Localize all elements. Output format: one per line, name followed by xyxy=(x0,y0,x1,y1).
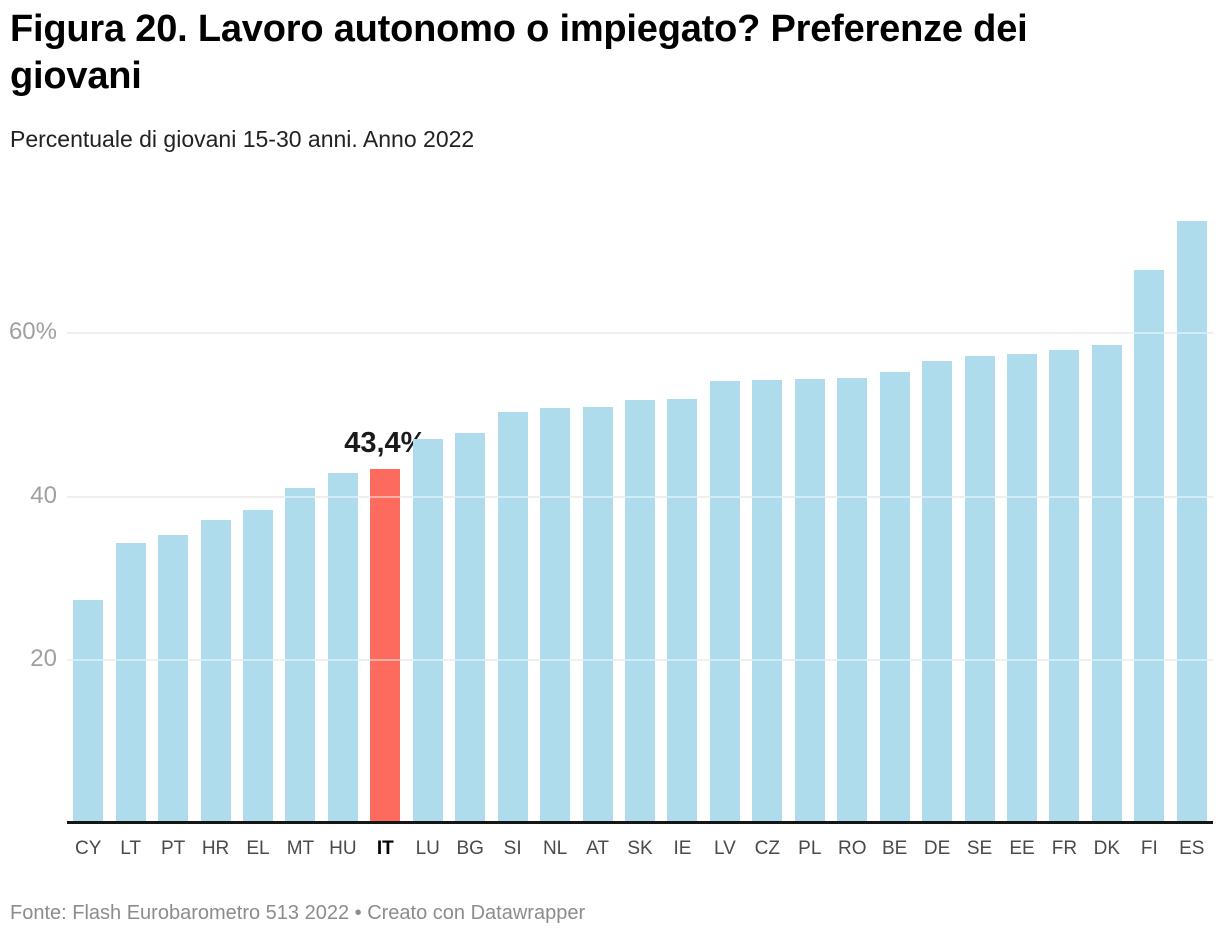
bar-lt[interactable] xyxy=(115,543,146,823)
bar-lv[interactable] xyxy=(709,380,740,823)
bar-hu[interactable] xyxy=(327,472,358,823)
bar-si[interactable] xyxy=(497,412,528,823)
bar-pt[interactable] xyxy=(158,534,189,823)
x-tick-label-fi: FI xyxy=(1140,838,1158,859)
x-tick-label-be: BE xyxy=(881,838,908,859)
x-tick-label-si: SI xyxy=(503,838,522,859)
bar-cz[interactable] xyxy=(752,379,783,823)
bar-pl[interactable] xyxy=(794,378,825,823)
y-tick-label-20: 20 xyxy=(30,644,57,672)
x-tick-label-cz: CZ xyxy=(754,838,780,859)
bar-ee[interactable] xyxy=(1007,353,1037,823)
bar-se[interactable] xyxy=(964,356,995,823)
bar-cy[interactable] xyxy=(73,600,104,823)
x-tick-label-el: EL xyxy=(246,838,270,859)
bar-fi[interactable] xyxy=(1134,269,1165,823)
bar-de[interactable] xyxy=(922,361,953,823)
x-tick-label-at: AT xyxy=(586,838,609,859)
x-tick-label-lu: LU xyxy=(415,838,440,859)
gridline-60 xyxy=(67,332,1213,335)
x-tick-label-pt: PT xyxy=(160,838,186,859)
bar-fr[interactable] xyxy=(1049,349,1080,823)
chart-title: Figura 20. Lavoro autonomo o impiegato? … xyxy=(10,8,1028,98)
bar-nl[interactable] xyxy=(540,408,571,823)
x-tick-label-fr: FR xyxy=(1051,838,1078,859)
bar-dk[interactable] xyxy=(1091,345,1122,823)
value-label-it: 43,4% xyxy=(344,426,427,459)
chart-source: Fonte: Flash Eurobarometro 513 2022 • Cr… xyxy=(10,902,586,924)
bar-mt[interactable] xyxy=(285,488,316,823)
bar-it[interactable] xyxy=(370,468,401,823)
bar-es[interactable] xyxy=(1176,221,1207,823)
x-tick-label-hu: HU xyxy=(329,838,357,859)
x-tick-label-ie: IE xyxy=(673,838,692,859)
bar-el[interactable] xyxy=(243,510,273,823)
y-tick-label-60: 60% xyxy=(8,318,57,346)
bar-bg[interactable] xyxy=(455,432,486,823)
x-axis-line xyxy=(67,821,1213,824)
bar-at[interactable] xyxy=(582,406,613,823)
x-tick-label-ro: RO xyxy=(837,838,867,859)
x-tick-label-it: IT xyxy=(376,838,394,859)
x-tick-label-nl: NL xyxy=(542,838,568,859)
x-tick-label-de: DE xyxy=(923,838,951,859)
bar-sk[interactable] xyxy=(625,400,655,823)
x-tick-label-pl: PL xyxy=(798,838,822,859)
bar-be[interactable] xyxy=(879,372,910,823)
x-tick-label-sk: SK xyxy=(627,838,653,859)
x-tick-label-hr: HR xyxy=(201,838,230,859)
x-tick-label-es: ES xyxy=(1179,838,1205,859)
x-tick-label-cy: CY xyxy=(75,838,102,859)
bar-ie[interactable] xyxy=(667,398,698,823)
bar-ro[interactable] xyxy=(837,378,868,823)
x-tick-label-bg: BG xyxy=(456,838,484,859)
bar-lu[interactable] xyxy=(412,439,443,823)
chart-subtitle: Percentuale di giovani 15-30 anni. Anno … xyxy=(10,126,475,152)
x-tick-label-se: SE xyxy=(966,838,993,859)
x-tick-label-mt: MT xyxy=(286,838,315,859)
x-tick-label-lt: LT xyxy=(120,838,142,859)
x-tick-label-dk: DK xyxy=(1093,838,1121,859)
x-tick-label-ee: EE xyxy=(1009,838,1035,859)
bar-hr[interactable] xyxy=(200,520,231,823)
x-tick-label-lv: LV xyxy=(713,838,736,859)
y-tick-label-40: 40 xyxy=(30,481,57,509)
